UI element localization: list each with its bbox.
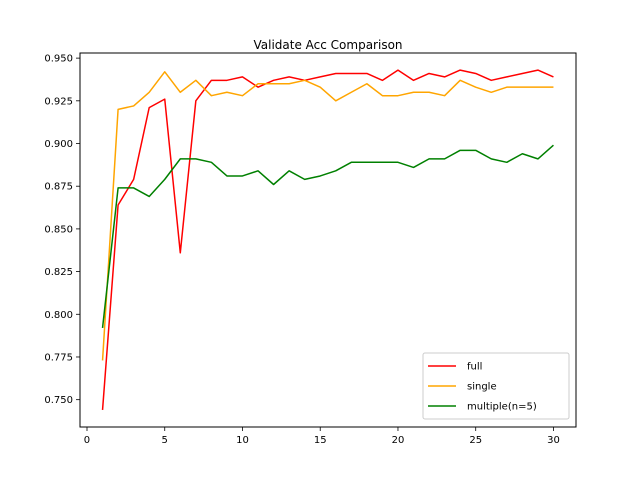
x-tick-label: 20 [392,435,405,446]
y-tick-label: 0.925 [44,96,73,107]
y-tick-label: 0.875 [44,182,73,193]
chart-title: Validate Acc Comparison [253,38,402,52]
x-tick-label: 0 [84,435,90,446]
y-tick-label: 0.800 [44,310,73,321]
y-tick-label: 0.850 [44,224,73,235]
y-tick-label: 0.775 [44,352,73,363]
legend: full single multiple(n=5) [422,352,570,420]
x-tick-label: 25 [469,435,482,446]
legend-box [422,352,570,420]
series-line-1 [101,71,554,361]
legend-label-1: single [467,382,497,393]
x-tick-label: 5 [162,435,168,446]
y-tick-label: 0.900 [44,139,73,150]
y-axis: 0.750 0.775 0.800 0.825 0.850 0.875 0.900 0.925… [44,54,80,406]
series-layer [101,69,554,410]
plot-area-frame [79,52,577,428]
series-line-0 [101,69,554,410]
y-tick-label: 0.825 [44,267,73,278]
y-tick-label: 0.750 [44,395,73,406]
x-axis: 0 5 10 15 20 25 30 [84,427,560,446]
legend-label-2: multiple(n=5) [467,402,537,413]
x-tick-label: 10 [236,435,249,446]
legend-label-0: full [467,362,482,373]
x-tick-label: 30 [547,435,560,446]
x-tick-label: 15 [314,435,327,446]
y-tick-label: 0.950 [44,54,73,65]
series-line-2 [101,144,554,329]
